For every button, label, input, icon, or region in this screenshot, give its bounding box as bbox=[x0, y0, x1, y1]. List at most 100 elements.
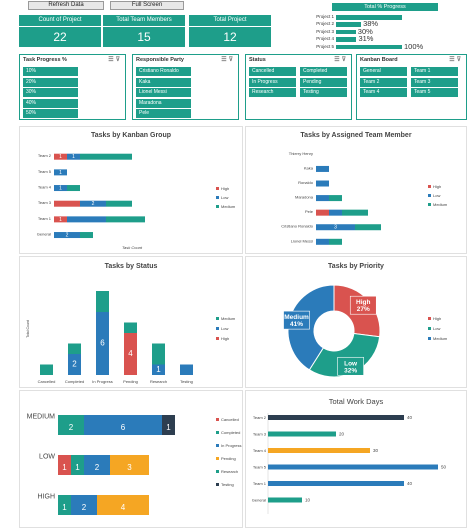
slice-label-box bbox=[283, 310, 310, 330]
progress-title: Total % Progress bbox=[332, 3, 438, 11]
bar bbox=[268, 481, 404, 486]
slicer-item[interactable]: 50% bbox=[23, 109, 78, 118]
clear-filter-icon[interactable]: ⊽ bbox=[115, 57, 122, 63]
legend-label: Medium bbox=[221, 204, 236, 209]
bar-segment bbox=[84, 415, 162, 435]
slicer-item[interactable]: Team 3 bbox=[411, 77, 458, 87]
multi-select-icon[interactable]: ☰ bbox=[108, 57, 116, 63]
progress-bar bbox=[336, 29, 356, 35]
kpi-label: Total Project bbox=[189, 15, 271, 26]
bar-segment bbox=[329, 195, 342, 202]
slicer-item[interactable]: Pending bbox=[300, 77, 347, 87]
slicer-item[interactable]: Testing bbox=[300, 88, 347, 97]
slicer-kanban-board: Kanban Board ☰⊽ General Team 1 Team 2 Team 3… bbox=[356, 54, 467, 120]
category-label: Team 3 bbox=[38, 200, 52, 205]
axis-label: Task Count bbox=[122, 245, 143, 250]
category-label: Team 1 bbox=[38, 216, 52, 221]
category-label: Team 3 bbox=[253, 432, 267, 437]
multi-select-icon[interactable]: ☰ bbox=[221, 57, 229, 63]
slicer-item[interactable]: Team 5 bbox=[411, 88, 458, 97]
slicer-item[interactable]: 40% bbox=[23, 98, 78, 108]
slicer-item[interactable]: Lionel Messi bbox=[136, 88, 191, 97]
data-label: 40 bbox=[407, 481, 413, 486]
kpi-total-team-members: Total Team Members 15 bbox=[103, 15, 185, 47]
bar-segment bbox=[58, 415, 84, 435]
data-label: 4 bbox=[128, 349, 133, 358]
data-label: 2 bbox=[95, 463, 100, 472]
chart-kanban-group: Tasks by Kanban Group Team 2 1 1 Team 5 1 Tea… bbox=[19, 126, 243, 254]
slicer-status: Status ☰⊽ Cancelled Completed In Progress Pe… bbox=[245, 54, 352, 120]
slice-label-box bbox=[337, 356, 364, 376]
bar bbox=[268, 497, 302, 503]
slicer-item[interactable]: Team 2 bbox=[360, 77, 407, 87]
slicer-item[interactable]: Pele bbox=[136, 109, 191, 118]
bar-segment bbox=[329, 209, 342, 216]
full-screen-button[interactable]: Full Screen bbox=[110, 1, 184, 10]
slicer-item[interactable]: In Progress bbox=[249, 77, 296, 87]
refresh-data-button[interactable]: Refresh Data bbox=[28, 1, 104, 10]
data-label: 2 bbox=[92, 201, 95, 207]
legend-swatch bbox=[428, 337, 431, 340]
bar-segment bbox=[110, 455, 149, 475]
progress-value: 30% bbox=[357, 26, 373, 36]
clear-filter-icon[interactable]: ⊽ bbox=[228, 57, 235, 63]
bar-segment bbox=[152, 343, 165, 365]
slicer-item[interactable]: Completed bbox=[300, 67, 347, 76]
slicer-title: Task Progress % bbox=[23, 57, 67, 63]
slicer-item[interactable]: Cristiano Ronaldo bbox=[136, 67, 191, 76]
bar-segment bbox=[84, 455, 110, 475]
slicer-item[interactable]: 20% bbox=[23, 77, 78, 87]
chart-title: Tasks by Kanban Group bbox=[91, 132, 171, 139]
slicer-item[interactable]: General bbox=[360, 67, 407, 76]
data-label: 40 bbox=[407, 415, 413, 420]
slicer-item[interactable]: Cancelled bbox=[249, 67, 296, 76]
data-label: 4 bbox=[121, 503, 126, 512]
slicer-item[interactable]: 30% bbox=[23, 88, 78, 97]
data-label: 2 bbox=[69, 423, 74, 432]
bar-segment bbox=[54, 200, 80, 207]
bar-segment bbox=[80, 232, 93, 239]
bar-segment bbox=[329, 238, 342, 245]
slicer-item[interactable]: Kaka bbox=[136, 77, 191, 87]
slice-label: High bbox=[356, 299, 370, 306]
category-label: Kaka bbox=[304, 165, 314, 170]
legend-label: In Progress bbox=[221, 443, 241, 448]
clear-filter-icon[interactable]: ⊽ bbox=[341, 57, 348, 63]
clear-filter-icon[interactable]: ⊽ bbox=[456, 57, 463, 63]
progress-project-label: Project 3 bbox=[316, 28, 334, 34]
category-label: Testing bbox=[180, 379, 193, 384]
legend-swatch bbox=[216, 483, 219, 486]
slicer-responsible-party: Responsible Party ☰⊽ Cristiano Ronaldo Kak… bbox=[132, 54, 239, 120]
chart-tasks-by-status: Tasks by Status Total Count Cancelled 2 Com… bbox=[19, 256, 243, 388]
legend-swatch bbox=[216, 444, 219, 447]
slice-label: 27% bbox=[357, 306, 370, 313]
legend-swatch bbox=[428, 327, 431, 330]
bar-segment bbox=[124, 333, 137, 375]
chart-title: Total Work Days bbox=[328, 397, 384, 406]
legend-label: Low bbox=[433, 326, 440, 331]
bar-segment bbox=[80, 153, 132, 160]
progress-bar bbox=[336, 44, 402, 50]
category-label: Ronaldo bbox=[298, 180, 314, 185]
data-label: 10 bbox=[305, 498, 311, 503]
slicer-item[interactable]: Team 1 bbox=[411, 67, 458, 76]
data-label: 50 bbox=[441, 465, 447, 470]
slicer-item[interactable]: Team 4 bbox=[360, 88, 407, 97]
slicer-item[interactable]: 10% bbox=[23, 67, 78, 76]
data-label: 1 bbox=[59, 186, 62, 192]
legend-label: Completed bbox=[221, 430, 240, 435]
category-label: Completed bbox=[65, 379, 84, 384]
bar bbox=[268, 415, 404, 420]
slicer-item[interactable]: Research bbox=[249, 88, 296, 97]
legend-swatch bbox=[216, 418, 219, 421]
multi-select-icon[interactable]: ☰ bbox=[449, 57, 457, 63]
multi-select-icon[interactable]: ☰ bbox=[334, 57, 342, 63]
legend-label: Cancelled bbox=[221, 417, 239, 422]
bar-segment bbox=[58, 455, 71, 475]
chart-tasks-by-priority: Tasks by Priority High 27% Low 32% Medium 41%… bbox=[245, 256, 467, 388]
progress-project-label: Project 4 bbox=[316, 36, 334, 42]
data-label: 1 bbox=[166, 423, 171, 432]
legend-swatch bbox=[428, 185, 431, 188]
progress-project-label: Project 5 bbox=[316, 43, 334, 49]
slicer-item[interactable]: Maradona bbox=[136, 98, 191, 108]
